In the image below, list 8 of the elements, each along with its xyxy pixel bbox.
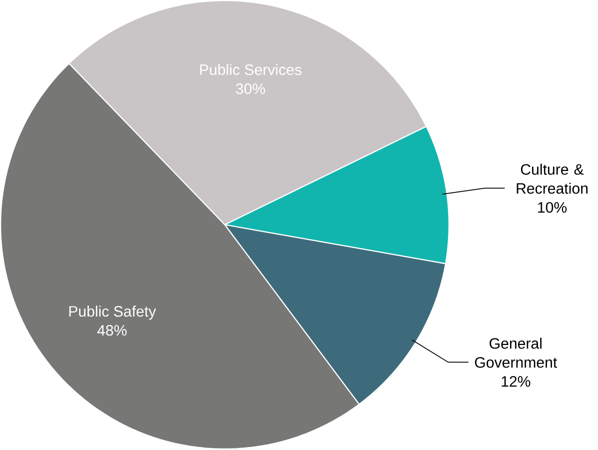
data-label: 10% [538,202,567,214]
data-label: 30% [236,84,266,94]
slice-label: Public Services [200,64,302,76]
data-label: 48% [97,325,127,336]
data-label: 12% [502,376,530,387]
slice-label: Culture & Recreation [516,164,588,194]
slice-label: General Government [474,338,558,368]
slice-label: Public Safety [69,306,156,320]
